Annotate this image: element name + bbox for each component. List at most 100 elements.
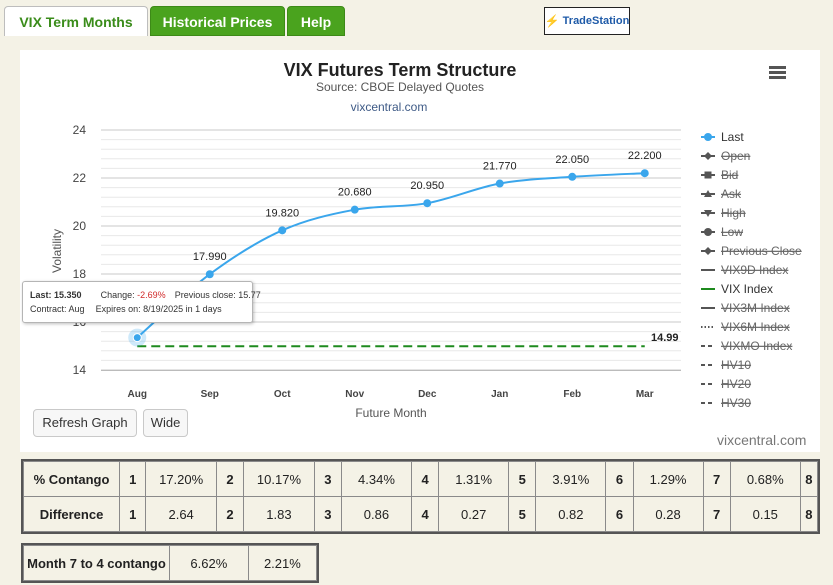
legend-label: High <box>721 206 746 220</box>
tooltip-change-label: Change: <box>100 290 135 300</box>
vix-index-series: 14.99 <box>137 332 679 348</box>
legend-item[interactable]: VIX6M Index <box>701 320 790 334</box>
month-index-cell: 2 <box>215 496 245 532</box>
x-axis-title: Future Month <box>355 406 426 420</box>
legend-label: Bid <box>721 168 738 182</box>
legend-item[interactable]: VIXMO Index <box>701 339 792 353</box>
value-cell: 3.91% <box>535 461 607 497</box>
value-cell: 1.83 <box>243 496 315 532</box>
legend-label: HV30 <box>721 396 751 410</box>
data-label: 19.820 <box>265 207 299 219</box>
legend-item[interactable]: HV20 <box>701 377 751 391</box>
data-point[interactable] <box>132 333 142 343</box>
month-table-header: Month 7 to 4 contango <box>23 545 170 581</box>
legend-item[interactable]: VIX3M Index <box>701 301 790 315</box>
value-cell: 0.82 <box>535 496 607 532</box>
legend-item[interactable]: Previous Close <box>701 244 802 258</box>
chart-subtitle: Source: CBOE Delayed Quotes <box>316 80 484 94</box>
data-label: 17.990 <box>193 251 227 263</box>
legend-marker-symbol <box>704 152 712 160</box>
contango-table: % Contango 1 17.20% 2 10.17% 3 4.34% 4 1.31% 5 3.9… <box>22 461 819 532</box>
tooltip-last-value: 15.350 <box>54 290 82 300</box>
legend-item[interactable]: VIX Index <box>701 282 773 296</box>
legend-item[interactable]: Low <box>701 225 743 239</box>
legend-label: VIX6M Index <box>721 320 790 334</box>
tooltip-change-value: -2.69% <box>137 290 166 300</box>
data-point[interactable] <box>423 199 432 208</box>
month-table-value: 2.21% <box>247 545 318 581</box>
legend-item[interactable]: High <box>701 206 746 220</box>
data-point[interactable] <box>278 226 287 235</box>
y-tick-label: 14 <box>73 363 87 377</box>
month-index-cell: 5 <box>508 461 537 497</box>
month-table-frame <box>21 543 319 583</box>
contango-table-frame <box>21 459 820 534</box>
x-tick-label: Sep <box>201 389 219 400</box>
month-index-cell: 6 <box>605 496 634 532</box>
value-cell: 0.28 <box>632 496 704 532</box>
legend-item[interactable]: Bid <box>701 168 738 182</box>
legend-marker-symbol <box>704 247 712 255</box>
month-index-cell: 3 <box>313 461 342 497</box>
tab-historical-prices[interactable]: Historical Prices <box>150 6 285 36</box>
data-point[interactable] <box>568 172 577 181</box>
month-index-cell: 6 <box>605 461 634 497</box>
wide-button[interactable]: Wide <box>143 409 188 437</box>
term-structure-chart: VIX Futures Term Structure Source: CBOE … <box>50 60 802 420</box>
tooltip-last-label: Last: <box>30 290 52 300</box>
month-index-cell: 2 <box>215 461 245 497</box>
legend-item[interactable]: HV10 <box>701 358 751 372</box>
y-axis-title: Volatility <box>50 229 64 273</box>
legend-label: VIX3M Index <box>721 301 790 315</box>
legend-marker-symbol <box>704 171 712 179</box>
x-tick-label: Feb <box>563 389 581 400</box>
legend-label: VIX9D Index <box>721 263 788 277</box>
table-row-header: Difference <box>22 496 121 532</box>
data-point[interactable] <box>350 205 359 214</box>
y-tick-label: 18 <box>73 267 87 281</box>
legend-label: Ask <box>721 187 742 201</box>
month-index-cell: 8 <box>799 496 819 532</box>
y-axis: 141618202224 <box>73 123 87 377</box>
legend-label: Open <box>721 149 750 163</box>
value-cell: 0.68% <box>729 461 801 497</box>
month-index-cell: 7 <box>702 496 731 532</box>
legend-item[interactable]: Ask <box>701 187 742 201</box>
value-cell: 0.86 <box>340 496 412 532</box>
data-label: 21.770 <box>483 161 517 173</box>
data-point[interactable] <box>205 270 214 279</box>
tab-help[interactable]: Help <box>287 6 345 36</box>
legend-marker-symbol <box>704 210 712 217</box>
legend-item[interactable]: Open <box>701 149 750 163</box>
table-row-header: % Contango <box>22 461 121 497</box>
value-cell: 0.27 <box>438 496 510 532</box>
value-cell: 4.34% <box>340 461 412 497</box>
legend-label: Last <box>721 130 744 144</box>
legend-marker-symbol <box>704 190 712 197</box>
month-index-cell: 4 <box>410 496 440 532</box>
y-tick-label: 20 <box>73 219 87 233</box>
legend-label: HV10 <box>721 358 751 372</box>
data-label: 22.050 <box>555 154 589 166</box>
x-tick-label: Nov <box>345 389 364 400</box>
chart-grid <box>101 129 681 371</box>
legend-label: VIX Index <box>721 282 773 296</box>
legend-item[interactable]: Last <box>701 130 744 144</box>
chart-subtitle-link[interactable]: vixcentral.com <box>351 100 428 114</box>
tooltip-prev-label: Previous close: <box>174 290 236 300</box>
tab-vix-term-months[interactable]: VIX Term Months <box>4 6 148 36</box>
data-point[interactable] <box>640 169 649 178</box>
month-contango-table: Month 7 to 4 contango 6.62% 2.21% <box>23 545 318 581</box>
legend-item[interactable]: HV30 <box>701 396 751 410</box>
refresh-graph-button[interactable]: Refresh Graph <box>33 409 137 437</box>
month-index-cell: 3 <box>313 496 342 532</box>
month-index-cell: 1 <box>119 496 147 532</box>
tradestation-logo[interactable]: ⚡ TradeStation <box>544 7 630 35</box>
data-point[interactable] <box>495 179 504 188</box>
x-tick-label: Dec <box>418 389 437 400</box>
chart-credit[interactable]: vixcentral.com <box>717 432 807 448</box>
table-row: % Contango 1 17.20% 2 10.17% 3 4.34% 4 1.31% 5 3.9… <box>22 461 819 497</box>
legend-item[interactable]: VIX9D Index <box>701 263 788 277</box>
chart-menu-icon[interactable] <box>769 66 786 79</box>
data-label: 22.200 <box>628 150 662 162</box>
